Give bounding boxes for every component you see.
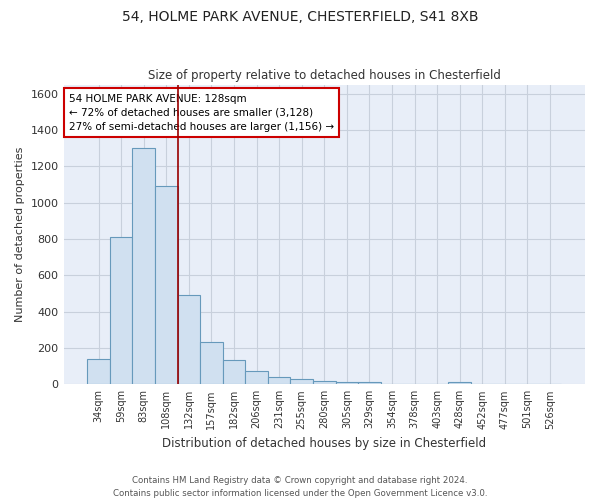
Bar <box>313 381 335 384</box>
X-axis label: Distribution of detached houses by size in Chesterfield: Distribution of detached houses by size … <box>162 437 487 450</box>
Bar <box>87 359 110 384</box>
Bar <box>245 370 268 384</box>
Bar <box>290 379 313 384</box>
Bar <box>178 296 200 384</box>
Bar <box>200 342 223 384</box>
Bar <box>268 376 290 384</box>
Bar <box>335 382 358 384</box>
Bar <box>155 186 178 384</box>
Bar <box>448 382 471 384</box>
Bar <box>358 382 381 384</box>
Bar <box>223 360 245 384</box>
Title: Size of property relative to detached houses in Chesterfield: Size of property relative to detached ho… <box>148 69 501 82</box>
Bar <box>110 237 133 384</box>
Text: 54 HOLME PARK AVENUE: 128sqm
← 72% of detached houses are smaller (3,128)
27% of: 54 HOLME PARK AVENUE: 128sqm ← 72% of de… <box>69 94 334 132</box>
Text: Contains HM Land Registry data © Crown copyright and database right 2024.
Contai: Contains HM Land Registry data © Crown c… <box>113 476 487 498</box>
Text: 54, HOLME PARK AVENUE, CHESTERFIELD, S41 8XB: 54, HOLME PARK AVENUE, CHESTERFIELD, S41… <box>122 10 478 24</box>
Bar <box>133 148 155 384</box>
Y-axis label: Number of detached properties: Number of detached properties <box>15 146 25 322</box>
